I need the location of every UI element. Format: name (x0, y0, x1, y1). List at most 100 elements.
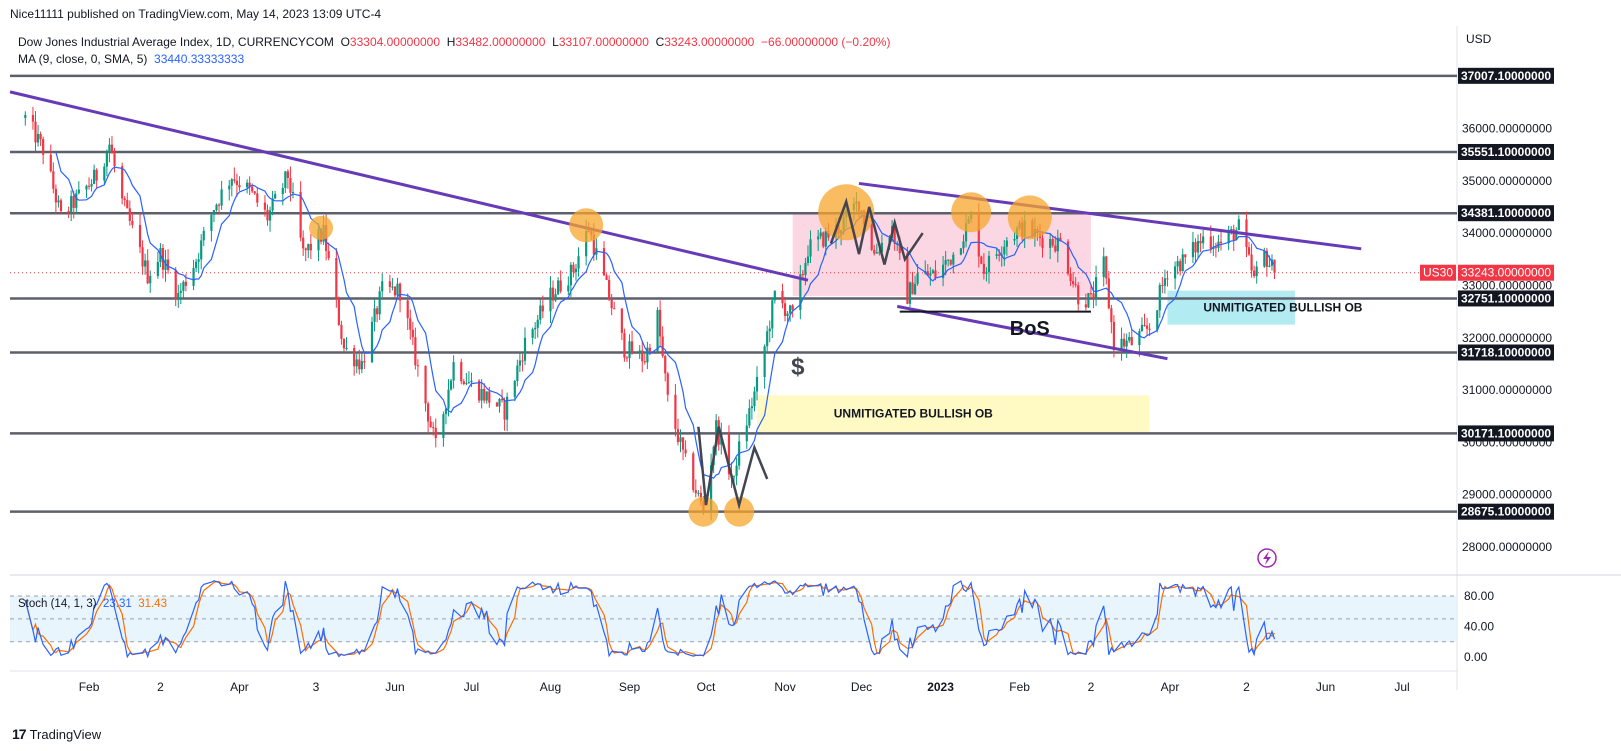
y-tick-label: 28000.00000000 (1462, 540, 1552, 554)
candle-body (641, 350, 644, 362)
swing-point-circle (309, 215, 334, 240)
candle-body (1130, 336, 1133, 346)
candle-body (608, 279, 611, 300)
candle-body (1235, 229, 1238, 241)
open-value: 33304.00000000 (349, 35, 441, 49)
candle-body (592, 234, 595, 255)
candle-body (57, 200, 60, 203)
stoch-y-tick: 80.00 (1464, 589, 1494, 603)
stoch-d-value: 31.43 (138, 598, 167, 610)
candle-body (1199, 240, 1202, 244)
stoch-k-value: 23.31 (103, 598, 132, 610)
candle-body (414, 337, 417, 366)
candle-body (824, 230, 827, 247)
candle-body (317, 229, 320, 251)
candle-body (131, 220, 134, 225)
candle-body (819, 232, 822, 237)
candle-body (429, 421, 432, 428)
x-tick-label: Feb (1009, 680, 1030, 694)
candle-body (783, 303, 787, 317)
candle-body (949, 259, 952, 265)
candle-body (870, 224, 873, 250)
candle-body (982, 263, 985, 274)
candle-body (694, 490, 697, 494)
candle-body (432, 427, 435, 429)
level-price-label: 30171.10000000 (1461, 426, 1551, 440)
candle-body (727, 433, 731, 475)
candle-body (220, 189, 223, 206)
candle-body (460, 362, 463, 382)
candle-body (103, 166, 106, 181)
candle-body (913, 283, 917, 295)
candle-body (192, 268, 195, 286)
candle-body (1089, 293, 1093, 295)
candle-body (980, 256, 983, 264)
y-tick-label: 35000.00000000 (1462, 174, 1552, 188)
candle-body (406, 300, 409, 319)
level-price-label: 37007.10000000 (1461, 69, 1551, 83)
candle-body (709, 464, 713, 512)
candle-body (506, 396, 509, 420)
zigzag-mark (697, 426, 769, 511)
candle-body (557, 280, 560, 295)
candle-body (745, 425, 748, 442)
level-price-label: 31718.10000000 (1461, 345, 1551, 359)
trendline (896, 304, 1168, 361)
moving-average-line (55, 151, 1275, 479)
candle-body (177, 292, 180, 300)
candle-body (381, 281, 384, 292)
candle-body (1194, 242, 1197, 253)
candle-body (931, 270, 935, 274)
candle-body (549, 287, 552, 312)
candle-body (284, 171, 287, 188)
candle-body (625, 357, 629, 359)
candle-body (648, 347, 652, 352)
candle-body (1041, 238, 1044, 248)
candle-body (947, 259, 950, 261)
symbol-name[interactable]: Dow Jones Industrial Average Index, 1D, … (18, 35, 334, 49)
candle-body (393, 286, 397, 296)
y-tick-label: 29000.00000000 (1462, 488, 1552, 502)
level-price-label: 32751.10000000 (1461, 291, 1551, 305)
candle-body (342, 338, 346, 349)
candle-body (31, 114, 35, 122)
candle-body (212, 210, 216, 215)
candle-body (77, 189, 80, 194)
swing-point-circle (818, 184, 875, 241)
candle-body (449, 380, 453, 390)
candle-body (149, 275, 152, 284)
candle-body (215, 204, 218, 211)
level-price-label: 28675.10000000 (1461, 505, 1551, 519)
candle-body (929, 273, 932, 276)
candle-body (447, 389, 450, 409)
candle-body (602, 248, 606, 276)
level-price-tag (1458, 143, 1554, 160)
stoch-label[interactable]: Stoch (14, 1, 3) (18, 598, 97, 610)
candle-body (735, 465, 738, 476)
candle-body (202, 230, 205, 241)
candle-body (304, 248, 307, 251)
candle-body (434, 427, 437, 439)
candle-body (628, 341, 631, 359)
candle-body (801, 274, 804, 276)
candle-body (230, 179, 233, 186)
candle-body (271, 198, 274, 211)
candle-body (908, 282, 912, 304)
footer: 17 TradingView (12, 726, 101, 742)
candle-body (340, 324, 343, 339)
close-label: C (655, 35, 665, 49)
current-price-label: 33243.00000000 (1461, 266, 1551, 280)
candle-body (1148, 328, 1151, 330)
candle-body (281, 187, 284, 195)
candle-body (1094, 277, 1098, 299)
candle-body (630, 341, 634, 354)
ma-legend-label[interactable]: MA (9, close, 0, SMA, 5) (18, 52, 148, 66)
candle-body (987, 255, 991, 273)
x-tick-label: Jun (1316, 680, 1335, 694)
trendline (9, 90, 809, 282)
candle-body (962, 241, 965, 249)
candle-body (376, 308, 379, 315)
candle-body (1138, 331, 1141, 346)
candle-body (768, 328, 771, 332)
